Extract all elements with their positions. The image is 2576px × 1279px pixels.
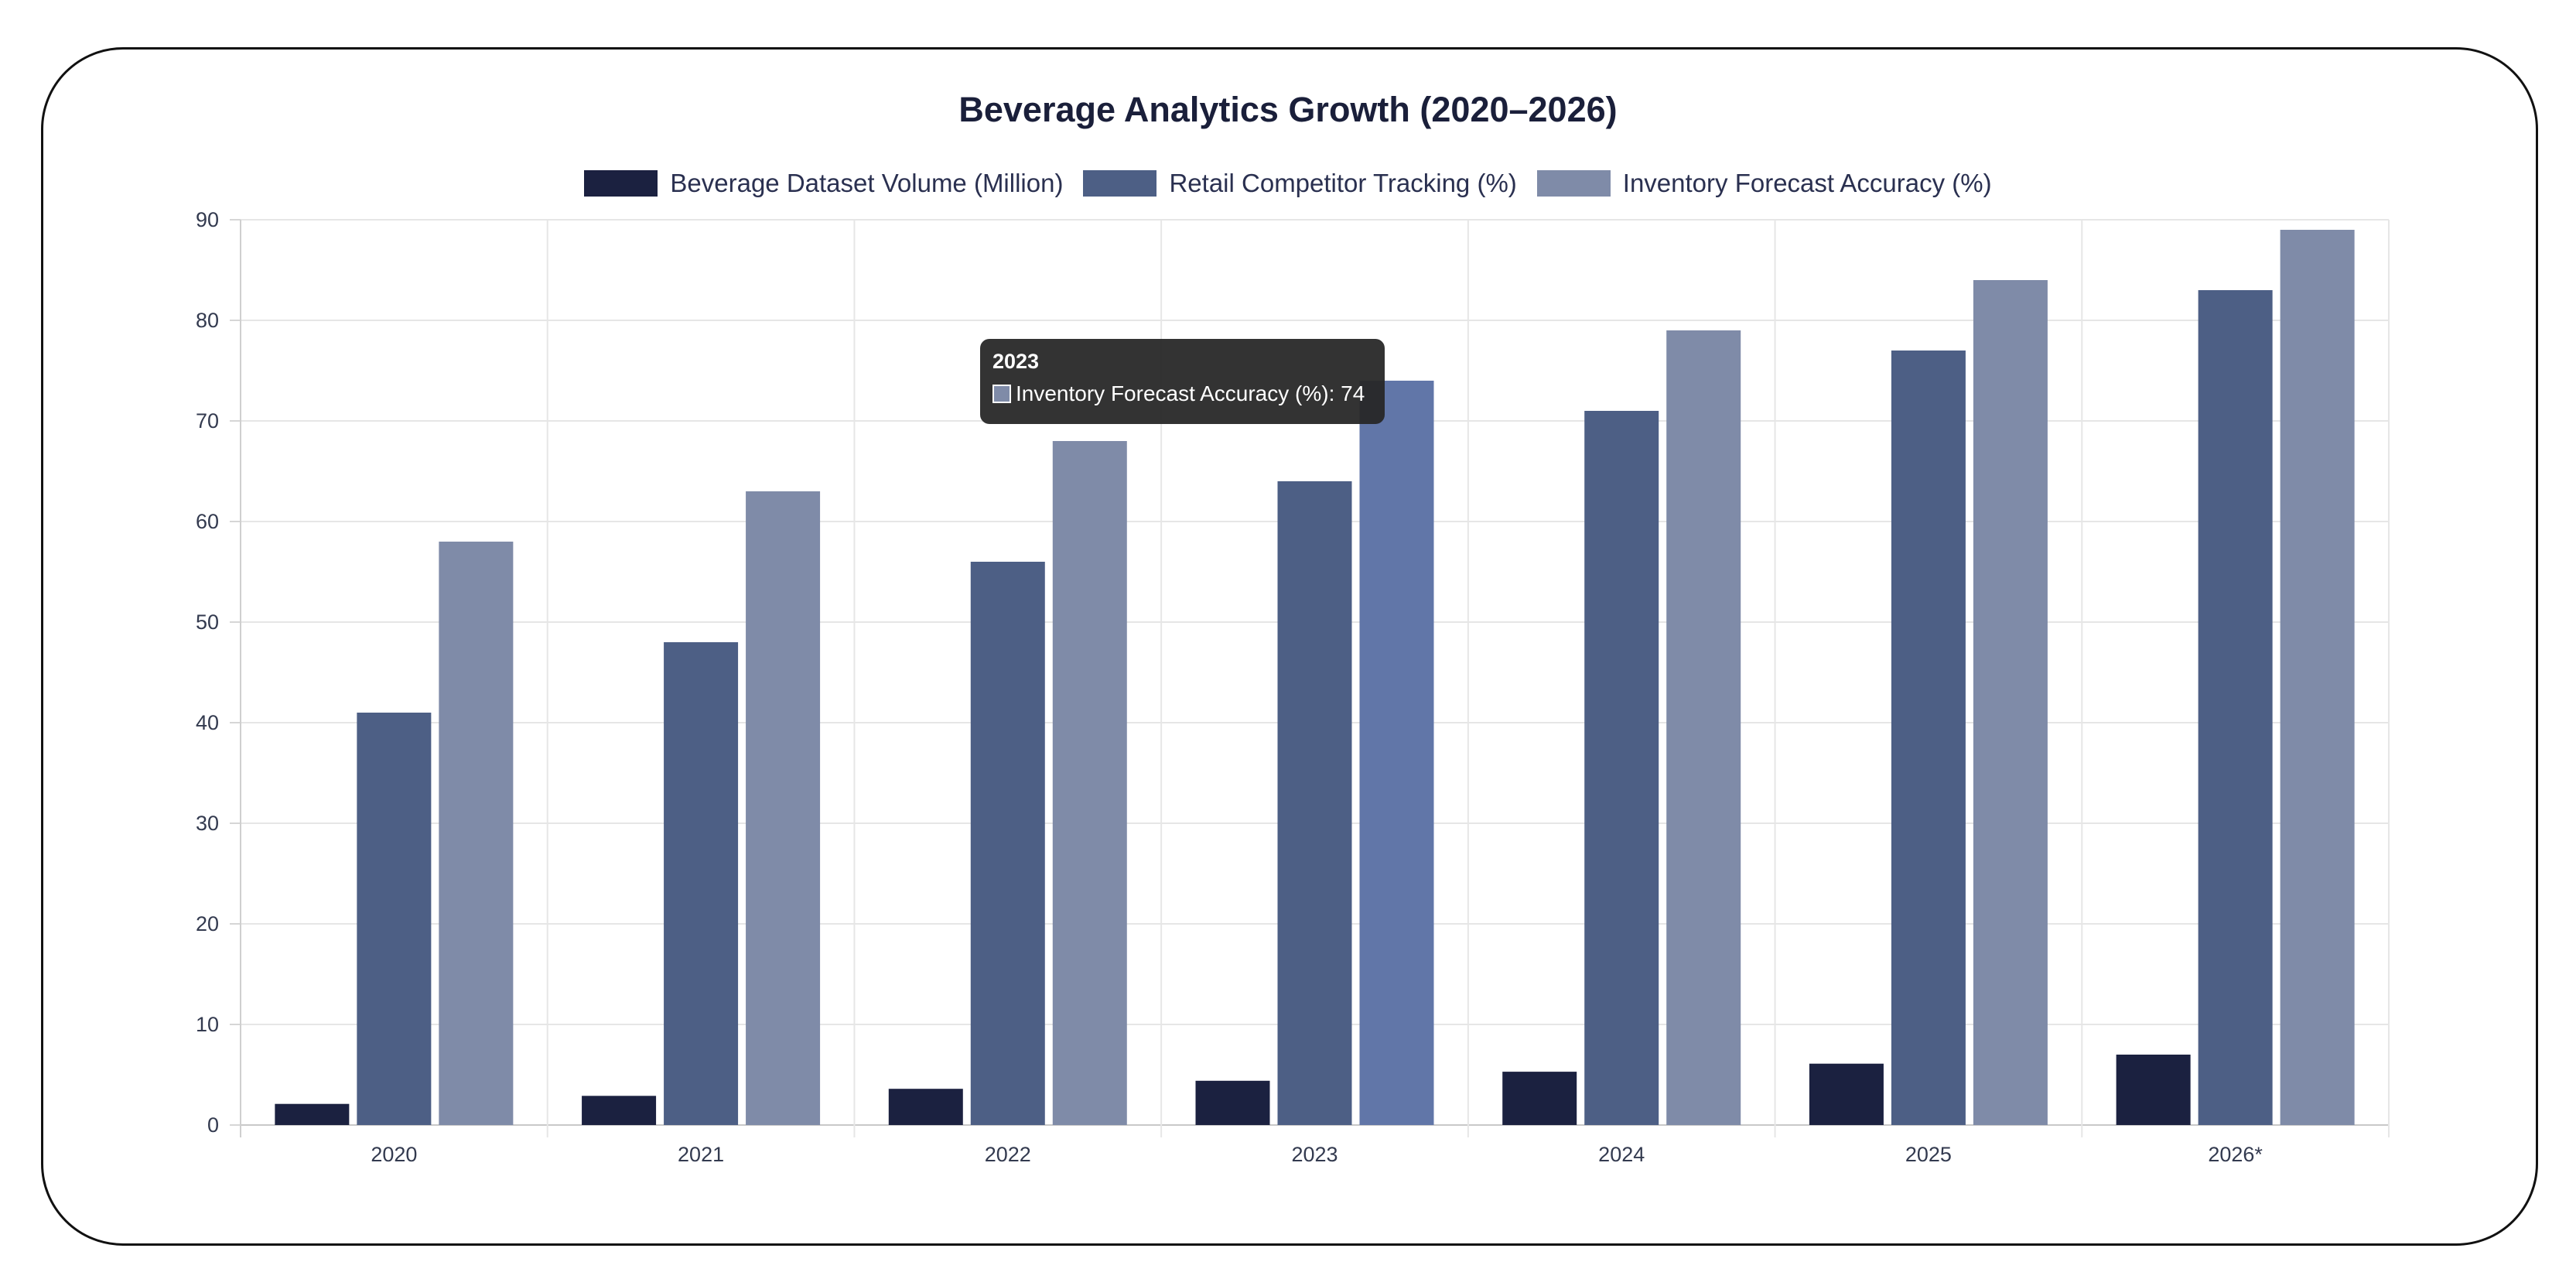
y-tick-label: 50	[196, 610, 219, 634]
bar-2025-series-0	[1809, 1063, 1884, 1125]
bar-2022-series-0	[888, 1089, 963, 1125]
bar-2021-series-0	[582, 1096, 657, 1125]
legend-swatch-dataset-volume	[584, 170, 658, 197]
tooltip-swatch	[992, 385, 1011, 403]
legend-item-competitor-tracking[interactable]: Retail Competitor Tracking (%)	[1083, 169, 1517, 198]
y-tick-label: 90	[196, 208, 219, 231]
chart-title: Beverage Analytics Growth (2020–2026)	[958, 90, 1618, 129]
bar-2026-series-1	[2198, 290, 2273, 1125]
bar-2021-series-2	[746, 491, 821, 1125]
legend-swatch-forecast-accuracy	[1536, 170, 1611, 197]
y-tick-label: 30	[196, 812, 219, 835]
y-tick-label: 80	[196, 309, 219, 332]
chart-tooltip: 2023 Inventory Forecast Accuracy (%): 74	[980, 339, 1385, 424]
bar-2026-series-0	[2116, 1055, 2191, 1125]
legend-label-competitor-tracking: Retail Competitor Tracking (%)	[1169, 169, 1517, 197]
bar-2024-series-2	[1666, 330, 1741, 1125]
legend-swatch-competitor-tracking	[1083, 170, 1157, 197]
bar-2020-series-0	[275, 1103, 350, 1125]
legend-label-dataset-volume: Beverage Dataset Volume (Million)	[670, 169, 1064, 197]
y-tick-label: 70	[196, 409, 219, 433]
y-tick-label: 20	[196, 912, 219, 935]
bar-2020-series-2	[439, 542, 514, 1125]
y-tick-label: 0	[207, 1113, 219, 1137]
bar-2024-series-0	[1502, 1072, 1577, 1125]
bar-2023-series-1	[1277, 481, 1352, 1125]
y-tick-label: 60	[196, 510, 219, 533]
bar-2025-series-2	[1973, 280, 2048, 1125]
y-tick-label: 40	[196, 711, 219, 734]
bar-2023-series-0	[1195, 1080, 1270, 1125]
bar-2022-series-1	[970, 562, 1045, 1125]
legend-item-forecast-accuracy[interactable]: Inventory Forecast Accuracy (%)	[1536, 169, 1992, 198]
tooltip-text: Inventory Forecast Accuracy (%): 74	[1016, 381, 1365, 405]
tooltip-title: 2023	[992, 350, 1040, 373]
chart-legend: Beverage Dataset Volume (Million) Retail…	[0, 169, 2576, 198]
bar-2023-series-2	[1359, 381, 1434, 1125]
x-tick-label: 2024	[1598, 1143, 1645, 1166]
x-tick-label: 2021	[678, 1143, 724, 1166]
bar-2026-series-2	[2280, 230, 2355, 1125]
x-tick-label: 2023	[1291, 1143, 1338, 1166]
bar-2021-series-1	[664, 642, 739, 1125]
bar-2025-series-1	[1891, 351, 1966, 1125]
legend-label-forecast-accuracy: Inventory Forecast Accuracy (%)	[1622, 169, 1992, 197]
x-tick-label: 2026*	[2208, 1143, 2263, 1166]
x-tick-label: 2022	[985, 1143, 1031, 1166]
bar-2022-series-2	[1052, 441, 1127, 1125]
bar-2024-series-1	[1584, 411, 1659, 1125]
legend-item-dataset-volume[interactable]: Beverage Dataset Volume (Million)	[584, 169, 1063, 198]
x-tick-label: 2020	[371, 1143, 417, 1166]
tooltip-row: Inventory Forecast Accuracy (%): 74	[992, 381, 1372, 406]
x-tick-label: 2025	[1905, 1143, 1952, 1166]
y-tick-label: 10	[196, 1013, 219, 1036]
bar-2020-series-1	[357, 713, 432, 1125]
